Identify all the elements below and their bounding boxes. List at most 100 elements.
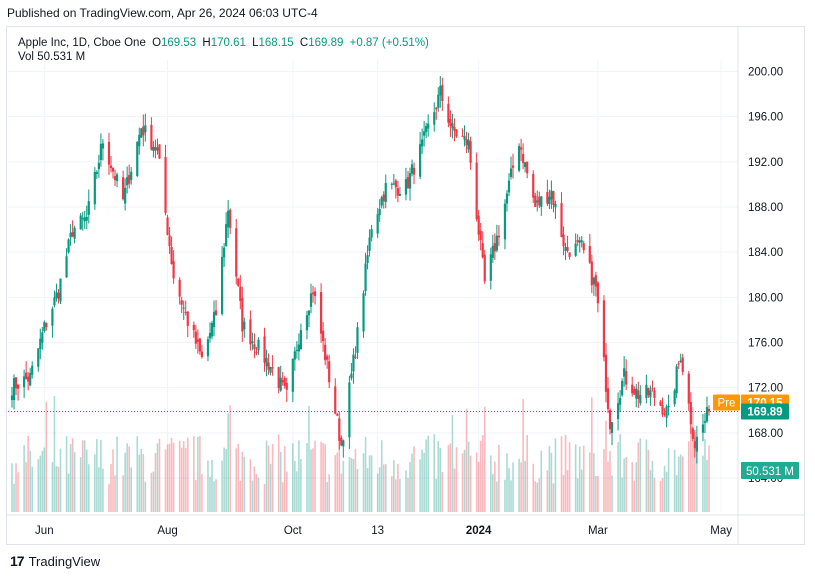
candle-body[interactable] <box>168 235 171 247</box>
candle-body[interactable] <box>621 380 624 396</box>
candle-body[interactable] <box>279 377 282 391</box>
candle-body[interactable] <box>65 256 68 278</box>
candle-body[interactable] <box>449 118 452 126</box>
candle-body[interactable] <box>150 124 153 150</box>
candle-body[interactable] <box>566 247 569 251</box>
candle-body[interactable] <box>164 157 167 213</box>
tradingview-logo-icon[interactable]: 17 <box>10 553 25 569</box>
candle-body[interactable] <box>590 261 593 286</box>
candle-body[interactable] <box>412 167 416 175</box>
candle-body[interactable] <box>526 161 529 174</box>
candle-body[interactable] <box>647 387 650 396</box>
candle-body[interactable] <box>277 367 280 389</box>
candle-body[interactable] <box>79 215 82 230</box>
candle-body[interactable] <box>51 308 54 326</box>
candle-body[interactable] <box>320 292 323 334</box>
candle-body[interactable] <box>522 153 525 164</box>
candle-body[interactable] <box>352 354 355 372</box>
candle-body[interactable] <box>283 378 286 386</box>
candle-body[interactable] <box>675 366 678 394</box>
candle-body[interactable] <box>338 418 341 441</box>
candle-body[interactable] <box>451 123 454 129</box>
candle-body[interactable] <box>677 363 680 365</box>
candle-body[interactable] <box>608 409 612 430</box>
candle-body[interactable] <box>311 292 315 295</box>
candle-body[interactable] <box>229 209 232 228</box>
candle-body[interactable] <box>370 229 373 238</box>
candle-body[interactable] <box>83 217 86 222</box>
candle-body[interactable] <box>560 203 563 237</box>
candle-body[interactable] <box>509 168 513 178</box>
candle-body[interactable] <box>97 162 100 170</box>
candle-body[interactable] <box>362 293 365 332</box>
candle-body[interactable] <box>392 183 395 185</box>
candle-body[interactable] <box>192 324 195 331</box>
candle-body[interactable] <box>180 300 183 305</box>
candle-body[interactable] <box>322 330 325 342</box>
candle-body[interactable] <box>606 388 610 410</box>
candle-body[interactable] <box>29 372 32 386</box>
candle-body[interactable] <box>520 147 523 150</box>
candle-body[interactable] <box>505 193 509 204</box>
candle-body[interactable] <box>324 344 327 361</box>
candle-body[interactable] <box>705 407 709 422</box>
candle-body[interactable] <box>631 384 634 394</box>
candle-body[interactable] <box>469 141 472 163</box>
candle-body[interactable] <box>263 336 266 363</box>
candle-body[interactable] <box>59 278 62 302</box>
candle-body[interactable] <box>479 230 482 241</box>
candle-body[interactable] <box>326 356 329 360</box>
candle-body[interactable] <box>663 413 666 415</box>
candle-body[interactable] <box>130 171 133 181</box>
candle-body[interactable] <box>350 373 353 379</box>
candle-body[interactable] <box>645 384 648 398</box>
candle-body[interactable] <box>81 218 84 220</box>
candle-body[interactable] <box>687 373 690 404</box>
candle-body[interactable] <box>293 351 296 360</box>
candle-body[interactable] <box>12 377 16 401</box>
candle-body[interactable] <box>649 390 652 398</box>
candle-body[interactable] <box>55 292 58 299</box>
candle-body[interactable] <box>679 360 682 362</box>
candle-body[interactable] <box>297 344 300 352</box>
candle-body[interactable] <box>693 441 696 449</box>
candle-body[interactable] <box>384 182 387 202</box>
candle-body[interactable] <box>128 174 131 184</box>
candle-body[interactable] <box>517 146 521 171</box>
candle-body[interactable] <box>602 300 606 358</box>
candle-body[interactable] <box>111 167 115 172</box>
candle-body[interactable] <box>681 357 684 372</box>
candle-body[interactable] <box>342 440 345 447</box>
candle-body[interactable] <box>285 382 288 390</box>
candle-body[interactable] <box>200 351 204 358</box>
candle-body[interactable] <box>594 275 597 287</box>
candle-body[interactable] <box>210 322 214 337</box>
candle-body[interactable] <box>356 327 359 353</box>
candle-body[interactable] <box>532 173 535 198</box>
candle-body[interactable] <box>503 203 507 240</box>
candle-body[interactable] <box>223 247 226 258</box>
candle-body[interactable] <box>378 209 381 216</box>
candle-body[interactable] <box>113 176 117 180</box>
candle-body[interactable] <box>408 173 412 189</box>
candle-body[interactable] <box>437 94 440 108</box>
candle-body[interactable] <box>404 179 408 195</box>
candle-body[interactable] <box>95 171 98 174</box>
candle-body[interactable] <box>87 201 90 215</box>
candle-body[interactable] <box>27 376 30 382</box>
candle-body[interactable] <box>313 291 317 297</box>
candle-body[interactable] <box>497 235 500 238</box>
candle-body[interactable] <box>53 297 56 306</box>
candle-body[interactable] <box>37 348 40 367</box>
candle-body[interactable] <box>588 245 591 263</box>
candle-body[interactable] <box>348 382 351 438</box>
candle-body[interactable] <box>142 126 145 136</box>
candle-body[interactable] <box>691 428 694 439</box>
candle-body[interactable] <box>126 177 129 186</box>
candle-body[interactable] <box>154 146 157 151</box>
candle-body[interactable] <box>511 165 515 168</box>
candle-body[interactable] <box>673 390 676 405</box>
candle-body[interactable] <box>701 424 705 433</box>
candle-body[interactable] <box>604 354 608 392</box>
candle-body[interactable] <box>57 292 60 299</box>
